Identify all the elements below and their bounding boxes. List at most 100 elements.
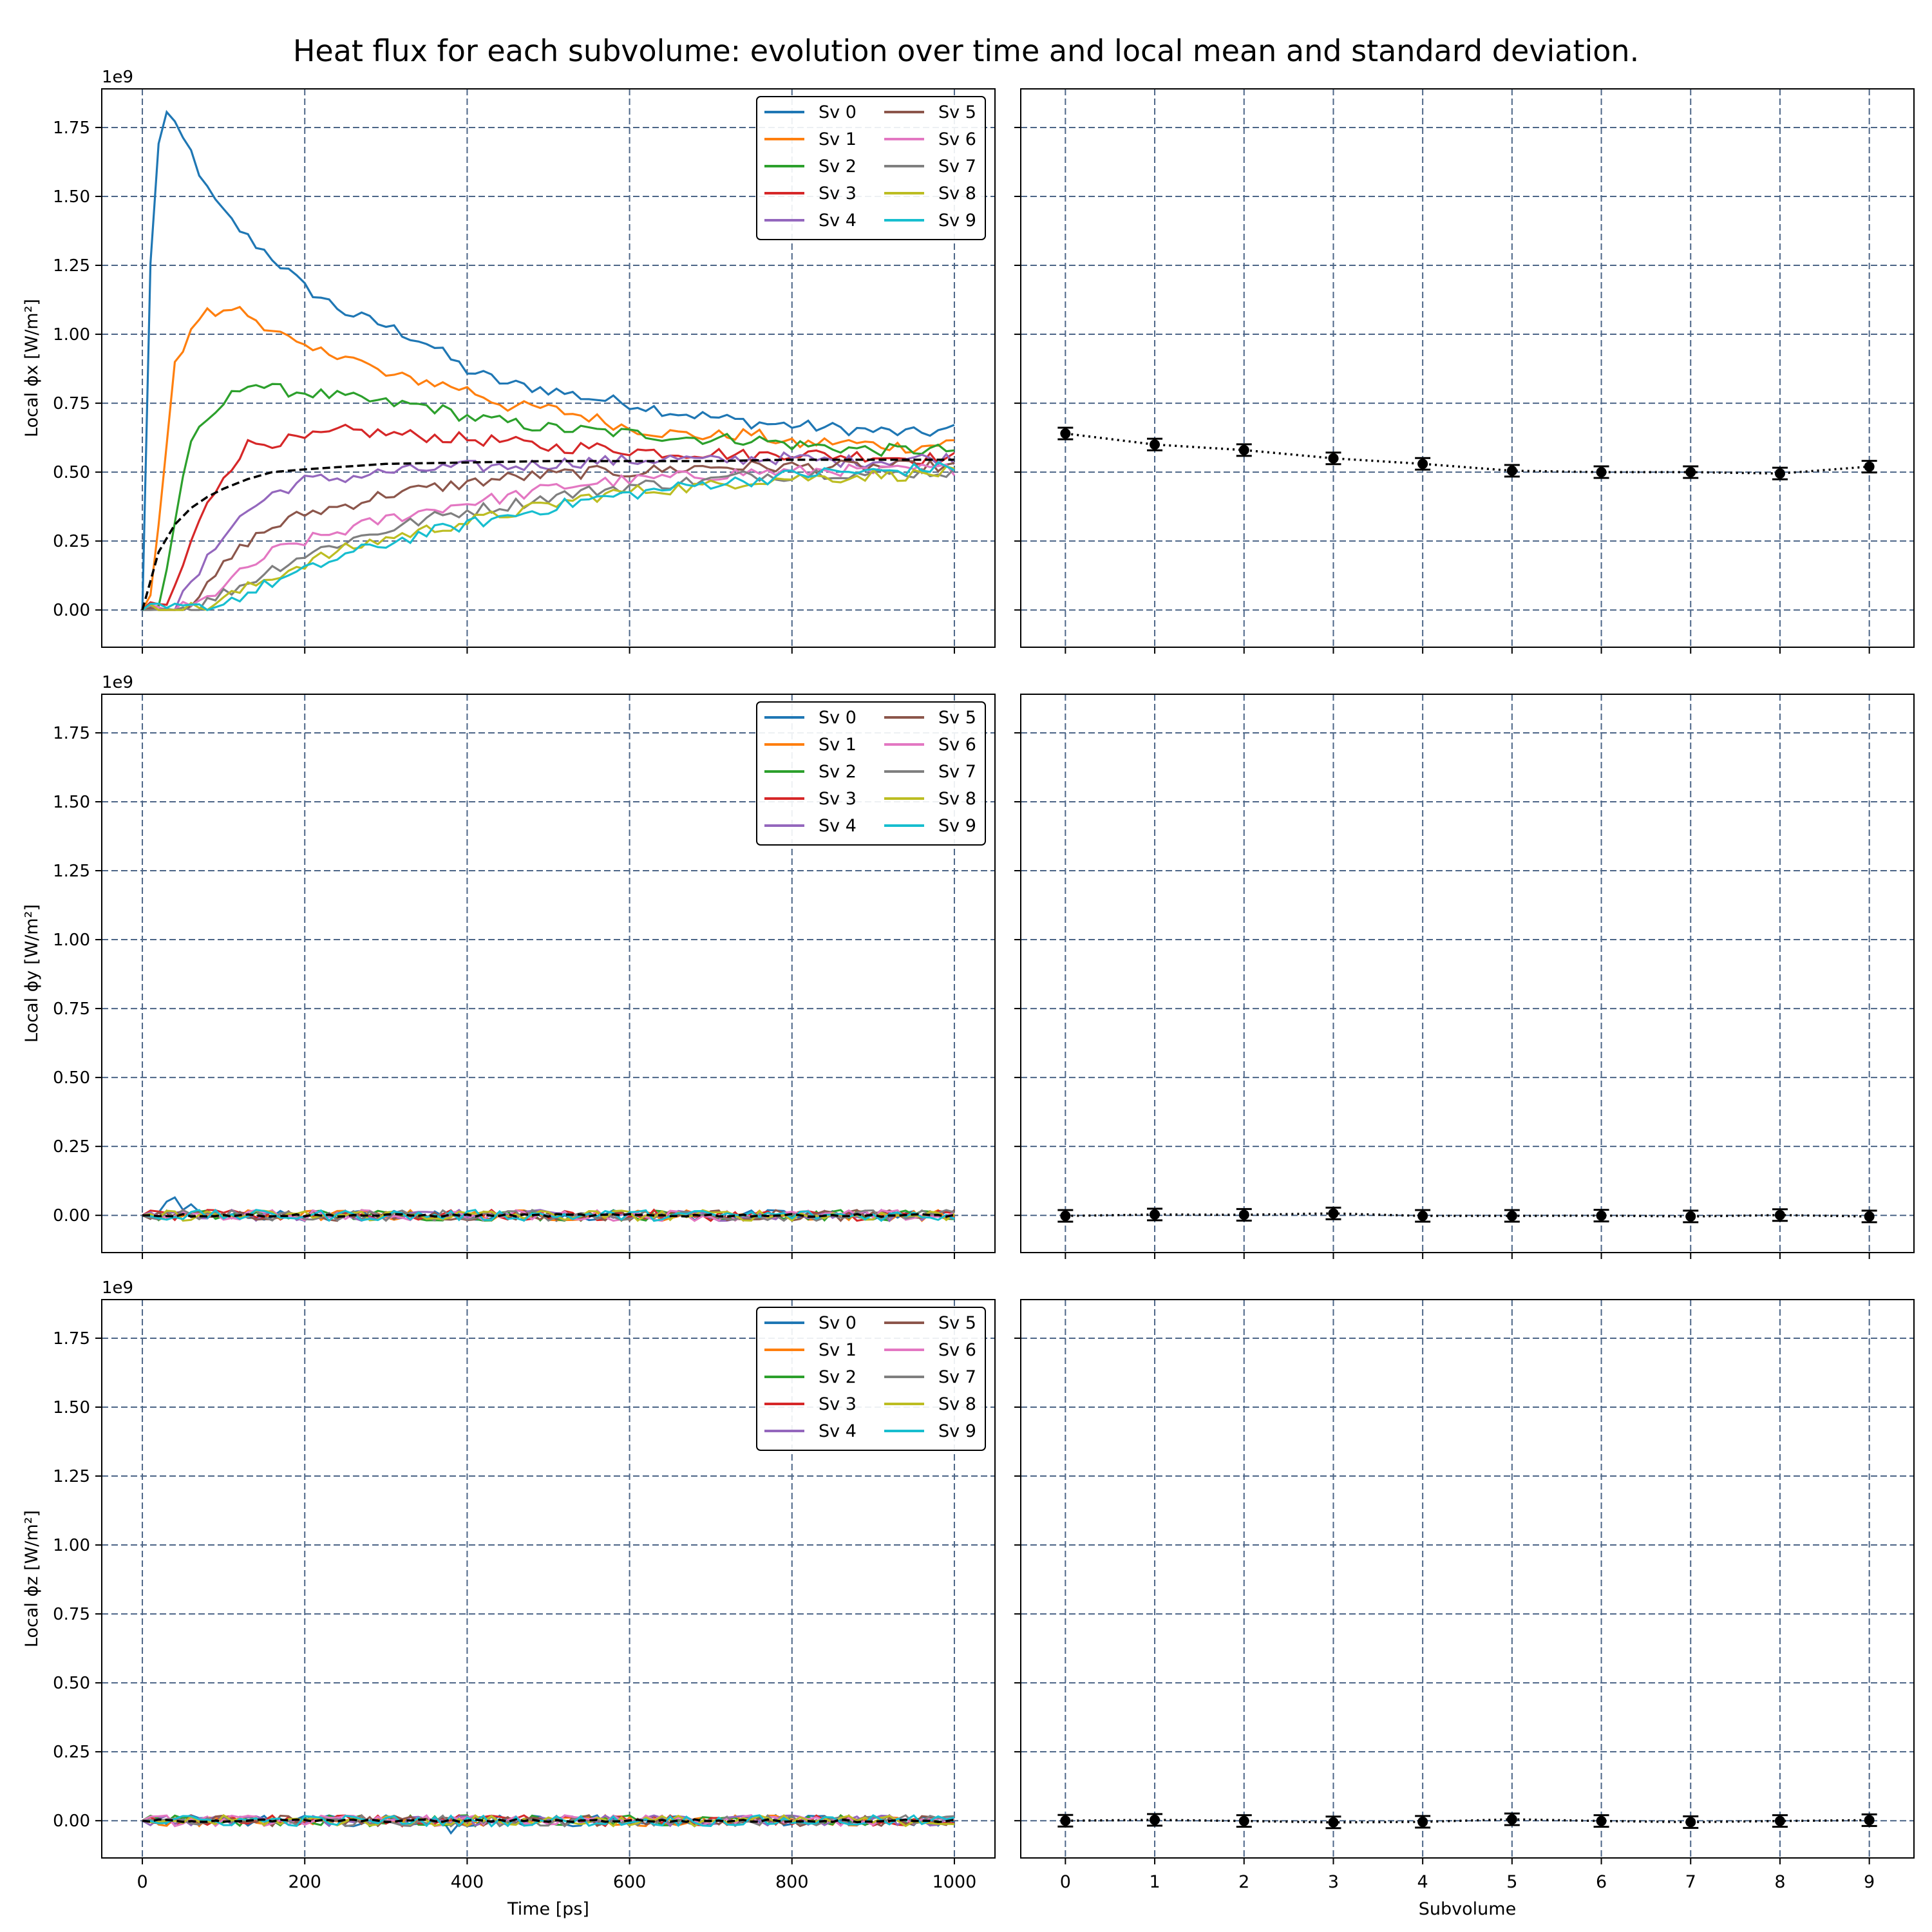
axes-frame bbox=[101, 694, 996, 1253]
legend-box bbox=[756, 96, 986, 240]
mean-point bbox=[1417, 1816, 1428, 1827]
ytick-label: 0.50 bbox=[53, 1674, 90, 1693]
series-line-sv-0 bbox=[141, 109, 955, 611]
plot-area bbox=[141, 109, 956, 611]
ytick-label: 1.00 bbox=[53, 325, 90, 345]
xtick-label: 600 bbox=[613, 1872, 647, 1892]
legend-entry: Sv 4 bbox=[819, 211, 857, 231]
legend-entry: Sv 2 bbox=[819, 762, 857, 782]
ytick-label: 1.50 bbox=[53, 793, 90, 812]
legend-entry: Sv 8 bbox=[938, 184, 976, 204]
mean-point bbox=[1417, 459, 1428, 469]
axes-frame bbox=[1020, 1299, 1915, 1859]
ytick-label: 0.25 bbox=[53, 1137, 90, 1157]
mean-point bbox=[1417, 1211, 1428, 1222]
mean-point bbox=[1060, 1211, 1071, 1222]
mean-curve bbox=[142, 1213, 955, 1218]
legend-box bbox=[756, 1307, 986, 1451]
mean-point bbox=[1150, 1814, 1160, 1825]
xtick-label: 800 bbox=[775, 1872, 809, 1892]
legend-entry: Sv 3 bbox=[819, 789, 857, 809]
mean-point bbox=[1774, 1209, 1785, 1220]
mean-point bbox=[1328, 1817, 1339, 1828]
legend-entry: Sv 4 bbox=[819, 816, 857, 836]
mean-point bbox=[1150, 439, 1160, 450]
ytick-label: 0.50 bbox=[53, 463, 90, 482]
legend-entry: Sv 1 bbox=[819, 129, 857, 149]
mean-point bbox=[1596, 1815, 1607, 1826]
figure-title: Heat flux for each subvolume: evolution … bbox=[293, 33, 1639, 68]
y-offset-label: 1e9 bbox=[102, 68, 133, 87]
xtick-label: 0 bbox=[1060, 1872, 1071, 1892]
legend-entry: Sv 8 bbox=[938, 1394, 976, 1414]
legend-entry: Sv 6 bbox=[938, 735, 976, 755]
xtick-label: 3 bbox=[1328, 1872, 1339, 1892]
mean-point bbox=[1238, 444, 1249, 455]
series-line-sv-9 bbox=[142, 460, 955, 611]
series-line-sv-3 bbox=[141, 423, 955, 611]
xtick-label: 4 bbox=[1417, 1872, 1428, 1892]
mean-point bbox=[1328, 1208, 1339, 1219]
mean-point bbox=[1774, 468, 1785, 479]
y-axis-label: Local ϕz [W/m²] bbox=[22, 1510, 42, 1647]
series-line-sv-4 bbox=[142, 451, 956, 611]
y-offset-label: 1e9 bbox=[102, 673, 133, 692]
legend-entry: Sv 9 bbox=[938, 816, 976, 836]
ytick-label: 1.25 bbox=[53, 862, 90, 881]
series-line-sv-2 bbox=[142, 383, 955, 611]
mean-point bbox=[1685, 1211, 1696, 1222]
legend-entry: Sv 7 bbox=[938, 1367, 976, 1387]
axes-frame bbox=[1020, 694, 1915, 1253]
ytick-label: 0.00 bbox=[53, 1206, 90, 1226]
mean-point bbox=[1238, 1209, 1249, 1220]
mean-point bbox=[1328, 453, 1339, 464]
series-line-sv-6 bbox=[142, 463, 956, 611]
panel-3 bbox=[1014, 694, 1915, 1259]
xtick-label: 6 bbox=[1596, 1872, 1607, 1892]
ytick-label: 1.75 bbox=[53, 1329, 90, 1349]
x-axis-label: Time [ps] bbox=[507, 1899, 589, 1919]
mean-point bbox=[1060, 428, 1071, 439]
ytick-label: 0.25 bbox=[53, 1743, 90, 1762]
ytick-label: 0.50 bbox=[53, 1068, 90, 1088]
legend-entry: Sv 6 bbox=[938, 129, 976, 149]
legend-entry: Sv 1 bbox=[819, 735, 857, 755]
legend-entry: Sv 4 bbox=[819, 1421, 857, 1441]
legend-entry: Sv 5 bbox=[938, 102, 976, 122]
mean-point bbox=[1864, 461, 1875, 472]
plot-area bbox=[142, 1196, 956, 1222]
ytick-label: 0.00 bbox=[53, 1812, 90, 1831]
xtick-label: 2 bbox=[1238, 1872, 1249, 1892]
plot-area bbox=[142, 1814, 956, 1835]
mean-point bbox=[1060, 1815, 1071, 1826]
xtick-label: 9 bbox=[1864, 1872, 1875, 1892]
mean-point bbox=[1685, 467, 1696, 478]
legend-entry: Sv 6 bbox=[938, 1340, 976, 1360]
mean-line bbox=[1065, 432, 1870, 475]
ytick-label: 0.75 bbox=[53, 394, 90, 413]
mean-point bbox=[1774, 1815, 1785, 1826]
series-line-sv-8 bbox=[142, 465, 955, 611]
series-line-sv-7 bbox=[142, 468, 956, 611]
legend: Sv 0 Sv 1 Sv 2 Sv 3 Sv 4 Sv 5 Sv 6 Sv 7 Sv 8 Sv 9 bbox=[756, 96, 986, 240]
ytick-label: 0.75 bbox=[53, 999, 90, 1019]
mean-point bbox=[1238, 1815, 1249, 1826]
legend-entry: Sv 0 bbox=[819, 102, 857, 122]
ytick-label: 1.50 bbox=[53, 1398, 90, 1417]
legend-entry: Sv 3 bbox=[819, 1394, 857, 1414]
xtick-label: 200 bbox=[288, 1872, 321, 1892]
legend-entry: Sv 8 bbox=[938, 789, 976, 809]
mean-point bbox=[1596, 467, 1607, 478]
mean-line bbox=[1065, 1212, 1870, 1218]
legend-entry: Sv 7 bbox=[938, 762, 976, 782]
mean-point bbox=[1864, 1211, 1875, 1222]
mean-curve bbox=[142, 1818, 955, 1824]
legend-entry: Sv 5 bbox=[938, 708, 976, 728]
panel-5: 0 1 2 3 4 5 6 7 8 9 Subvolume bbox=[1014, 1299, 1915, 1919]
ytick-label: 0.25 bbox=[53, 532, 90, 551]
legend-entry: Sv 7 bbox=[938, 156, 976, 176]
xtick-label: 8 bbox=[1774, 1872, 1785, 1892]
axes-frame bbox=[1020, 88, 1915, 648]
y-axis-label: Local ϕy [W/m²] bbox=[22, 904, 42, 1043]
